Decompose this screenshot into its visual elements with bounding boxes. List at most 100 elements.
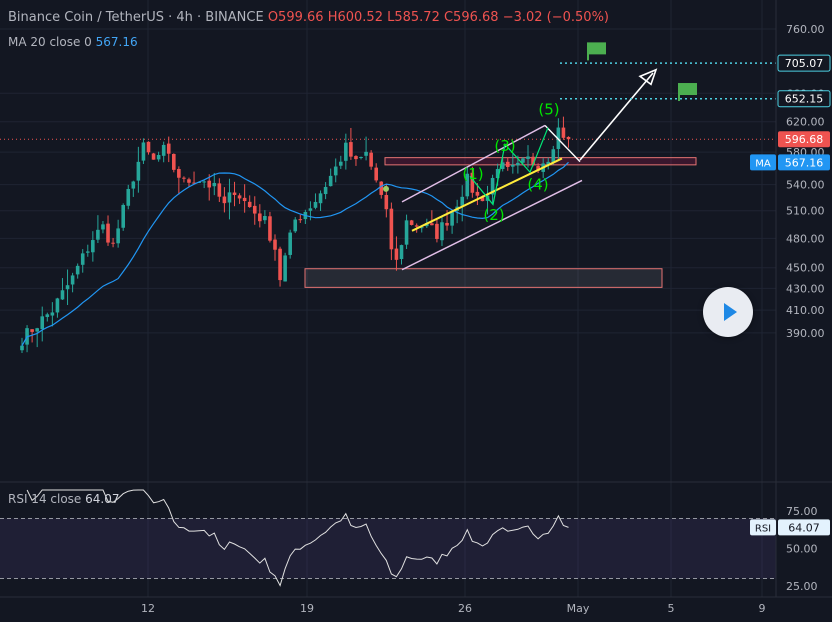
candle-body-72: [384, 195, 389, 210]
candle-95: [500, 157, 505, 172]
candle-102: [536, 163, 540, 173]
candle-body-81: [430, 223, 434, 226]
candle-body-8: [60, 290, 65, 300]
rsi-badge-tag-bg: [750, 519, 776, 536]
drawings: (1) (2) (3) (4) (5): [383, 42, 776, 271]
candle-69: [369, 150, 373, 170]
support-zone-lower: [304, 268, 663, 288]
candle-body-99: [521, 158, 525, 163]
candle-body-61: [328, 175, 333, 187]
price-tick-7: 480.00: [786, 232, 825, 245]
candle-body-53: [288, 232, 292, 255]
candle-body-87: [460, 196, 465, 206]
candle-body-22: [131, 181, 136, 189]
candle-body-68: [364, 151, 368, 156]
candle-93: [490, 174, 495, 204]
candle-74: [394, 236, 399, 271]
rsi-legend[interactable]: RSI 14 close 64.07: [8, 492, 120, 506]
candle-body-93: [490, 177, 495, 195]
candle-body-88: [465, 173, 470, 197]
candle-10: [70, 272, 75, 293]
candle-68: [364, 136, 368, 161]
candle-body-18: [111, 242, 115, 244]
rsi-line: [26, 489, 569, 587]
high-value: H600.52: [327, 10, 383, 25]
candle-body-102: [536, 166, 540, 171]
candle-body-36: [202, 181, 206, 183]
candle-body-50: [273, 239, 277, 250]
candle-body-105: [551, 149, 556, 163]
candle-40: [222, 187, 227, 213]
rsi-badge-tag: RSI: [755, 523, 771, 534]
candle-3: [35, 327, 39, 348]
candle-body-98: [516, 162, 520, 166]
price-tick-11: 390.00: [786, 327, 825, 340]
candle-97: [511, 153, 515, 174]
symbol-name: Binance Coin / TetherUS: [8, 10, 164, 25]
candle-36: [202, 179, 206, 189]
candle-100: [526, 145, 530, 168]
grid-lines: [0, 0, 776, 597]
wave-label-5: (5): [538, 100, 559, 118]
wave-label-4: (4): [527, 176, 548, 194]
target-upper-badge-bg: [777, 54, 831, 72]
current-price-badge-bg: [778, 131, 830, 148]
flag-cloth-1: [680, 83, 697, 96]
candle-62: [333, 158, 338, 183]
candle-55: [298, 214, 303, 223]
change-value: −3.02 (−0.50%): [502, 10, 610, 25]
time-tick-5: 9: [759, 602, 766, 615]
candle-105: [551, 145, 556, 165]
candle-46: [252, 196, 257, 225]
play-button[interactable]: [703, 287, 753, 337]
close-value: C596.68: [443, 10, 499, 25]
ma-badge-bg: [778, 154, 830, 171]
ma-badge-tag-bg: [750, 154, 776, 171]
candle-11: [75, 263, 80, 279]
candle-73: [389, 202, 394, 261]
wave-label-1: (1): [462, 165, 483, 183]
candle-body-25: [146, 141, 151, 153]
candle-4: [40, 306, 45, 342]
candle-body-49: [268, 216, 272, 241]
candle-body-4: [40, 316, 45, 330]
candle-5: [45, 312, 50, 322]
candle-41: [227, 178, 232, 220]
candle-28: [161, 141, 166, 163]
candle-body-51: [278, 248, 282, 281]
candle-body-45: [247, 201, 252, 208]
candle-76: [404, 214, 409, 250]
candle-14: [91, 231, 95, 262]
candle-body-34: [192, 182, 196, 184]
candle-body-14: [91, 240, 95, 253]
candle-22: [131, 180, 136, 197]
candle-body-5: [45, 314, 50, 317]
candle-108: [566, 136, 571, 148]
candle-43: [237, 193, 242, 204]
candle-29: [166, 136, 171, 163]
target-upper-badge: 705.07: [777, 54, 831, 72]
candle-8: [60, 278, 65, 300]
candle-52: [283, 252, 287, 282]
candle-body-75: [399, 245, 404, 260]
ma-legend-label: MA 20 close 0: [8, 35, 92, 49]
candle-90: [475, 183, 480, 206]
candle-body-39: [217, 183, 222, 197]
candle-body-12: [80, 253, 85, 265]
candle-59: [318, 190, 323, 211]
candle-body-54: [293, 219, 298, 232]
candle-39: [217, 178, 222, 202]
candle-67: [359, 156, 363, 160]
interval: 4h: [176, 10, 193, 25]
channel-upper-line: [401, 124, 546, 203]
candle-104: [546, 157, 551, 170]
candle-26: [151, 152, 156, 160]
candle-89: [470, 166, 475, 198]
candle-23: [136, 146, 141, 193]
rsi-badge-text: 64.07: [788, 521, 820, 534]
ma-legend[interactable]: MA 20 close 0 567.16: [8, 35, 138, 49]
candle-body-0: [20, 345, 24, 351]
candle-body-15: [96, 229, 100, 240]
